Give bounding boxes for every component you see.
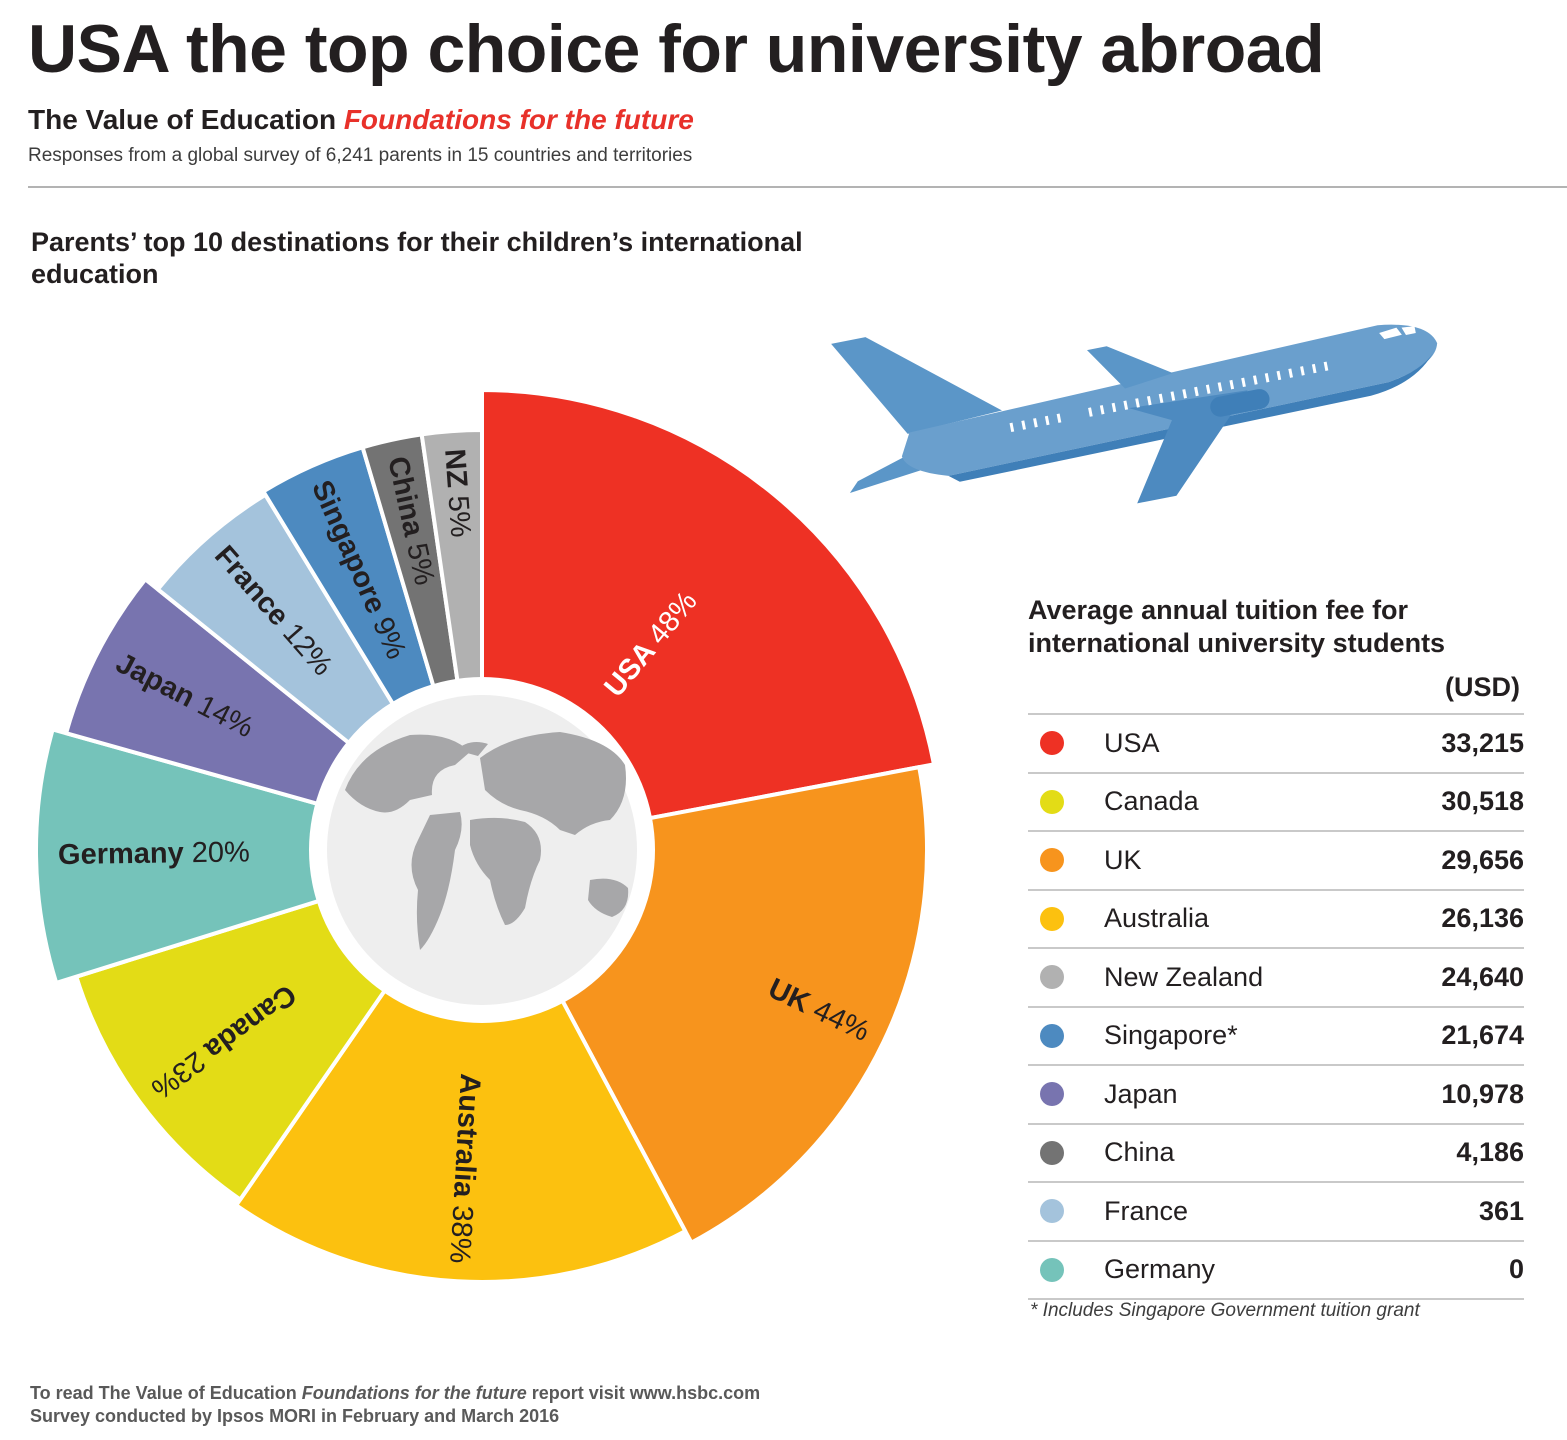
table-row: Germany 0 [1028, 1239, 1524, 1300]
country-name: Germany [1104, 1254, 1216, 1285]
subtitle-bold: The Value of Education [28, 104, 337, 135]
country-name: Canada [1104, 786, 1199, 817]
tuition-fee: 29,656 [1441, 844, 1524, 875]
footer-report-line: To read The Value of Education Foundatio… [30, 1382, 760, 1405]
tuition-fee: 361 [1478, 1195, 1524, 1226]
tuition-fee: 21,674 [1441, 1020, 1524, 1051]
legend-dot [1040, 731, 1064, 756]
tuition-fee: 4,186 [1456, 1137, 1524, 1168]
country-name: Singapore* [1104, 1020, 1238, 1051]
destinations-donut-chart: USA 48%UK 44%Australia 38%Canada 23%Germ… [34, 388, 936, 1284]
donut-label-name: Australia [447, 1073, 487, 1207]
country-name: Japan [1104, 1078, 1178, 1109]
header-divider [28, 186, 1567, 188]
table-row: France 361 [1028, 1181, 1524, 1240]
survey-tagline: Responses from a global survey of 6,241 … [28, 145, 693, 166]
airplane-icon [831, 324, 1438, 504]
legend-dot [1040, 1023, 1064, 1048]
donut-label-value: 5% [442, 494, 477, 538]
legend-dot [1040, 1257, 1064, 1282]
page-footer: To read The Value of Education Foundatio… [30, 1382, 760, 1428]
footer-report-title: Foundations for the future [301, 1383, 527, 1403]
donut-label-nz: NZ 5% [438, 448, 476, 539]
country-name: France [1104, 1195, 1189, 1226]
donut-label-australia: Australia 38% [444, 1073, 487, 1265]
country-name: USA [1104, 727, 1160, 758]
table-row: China 4,186 [1028, 1122, 1524, 1182]
legend-dot [1040, 1082, 1064, 1107]
table-row: Canada 30,518 [1028, 771, 1524, 831]
tuition-fee: 26,136 [1441, 903, 1524, 934]
donut-label-value: 20% [192, 836, 251, 869]
country-name: UK [1104, 844, 1142, 875]
legend-dot [1040, 1140, 1064, 1165]
country-name: China [1104, 1137, 1175, 1168]
table-row: Japan 10,978 [1028, 1064, 1524, 1123]
table-row: Australia 26,136 [1028, 888, 1524, 948]
legend-dot [1040, 1199, 1064, 1224]
donut-label-value: 38% [444, 1205, 479, 1265]
footer-survey-line: Survey conducted by Ipsos MORI in Februa… [30, 1406, 560, 1426]
legend-dot [1040, 965, 1064, 990]
donut-label-germany: Germany 20% [58, 836, 250, 871]
world-globe-icon [327, 695, 637, 1005]
tuition-fee: 0 [1508, 1254, 1524, 1285]
table-footnote: * Includes Singapore Government tuition … [1030, 1300, 1420, 1321]
tuition-fee: 24,640 [1441, 961, 1524, 992]
legend-dot [1040, 789, 1064, 814]
tuition-fee: 33,215 [1441, 727, 1524, 758]
donut-label-name: NZ [438, 448, 473, 497]
tuition-fee: 10,978 [1441, 1078, 1524, 1109]
legend-dot [1040, 848, 1064, 873]
donut-label-name: Germany [58, 837, 192, 871]
page-title: USA the top choice for university abroad [28, 11, 1325, 87]
tuition-table-unit: (USD) [1445, 672, 1520, 702]
table-row: Singapore* 21,674 [1028, 1005, 1524, 1065]
country-name: Australia [1104, 903, 1210, 934]
table-row: USA 33,215 [1028, 713, 1524, 772]
footer-suffix: report visit www.hsbc.com [531, 1383, 761, 1403]
footer-prefix: To read The Value of Education [30, 1383, 297, 1403]
table-row: UK 29,656 [1028, 830, 1524, 889]
subtitle-accent: Foundations for the future [343, 104, 694, 135]
tuition-table-title: Average annual tuition fee for internati… [1028, 595, 1446, 658]
donut-chart-title: Parents’ top 10 destinations for their c… [31, 227, 803, 289]
table-row: New Zealand 24,640 [1028, 947, 1524, 1006]
page-subtitle: The Value of Education Foundations for t… [28, 104, 694, 136]
legend-dot [1040, 906, 1064, 931]
country-name: New Zealand [1104, 961, 1264, 992]
tuition-fee-table: USA 33,215 Canada 30,518 UK 29,656 Australia 26… [1028, 713, 1524, 1300]
tuition-fee: 30,518 [1441, 786, 1524, 817]
